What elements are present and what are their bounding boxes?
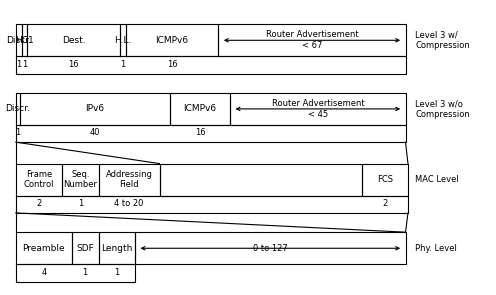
Text: 4: 4 xyxy=(41,268,47,277)
Text: HC1: HC1 xyxy=(15,36,34,45)
Text: FCS: FCS xyxy=(377,175,393,184)
Text: MAC Level: MAC Level xyxy=(415,175,459,184)
Text: 16: 16 xyxy=(195,128,205,137)
Text: Length: Length xyxy=(101,244,132,253)
Text: Router Advertisement: Router Advertisement xyxy=(271,99,364,108)
Text: Seq.
Number: Seq. Number xyxy=(63,170,97,189)
Text: 1: 1 xyxy=(15,128,20,137)
Text: 1: 1 xyxy=(78,199,83,208)
Text: 2: 2 xyxy=(36,199,42,208)
Text: Preamble: Preamble xyxy=(22,244,65,253)
Text: 4 to 20: 4 to 20 xyxy=(115,199,144,208)
Text: SDF: SDF xyxy=(76,244,94,253)
Text: Phy. Level: Phy. Level xyxy=(415,244,457,253)
Text: 1: 1 xyxy=(16,60,21,69)
Text: H.L.: H.L. xyxy=(114,36,131,45)
Text: 2: 2 xyxy=(382,199,387,208)
Text: 0 to 127: 0 to 127 xyxy=(253,244,288,253)
Text: 1: 1 xyxy=(83,268,88,277)
Text: Dest.: Dest. xyxy=(62,36,85,45)
Text: Discr.: Discr. xyxy=(6,36,31,45)
Text: 16: 16 xyxy=(68,60,79,69)
Text: IPv6: IPv6 xyxy=(85,104,104,113)
Text: 16: 16 xyxy=(167,60,178,69)
Text: Discr.: Discr. xyxy=(5,104,30,113)
Text: < 45: < 45 xyxy=(308,110,328,119)
Text: Level 3 w/o
Compression: Level 3 w/o Compression xyxy=(415,99,470,119)
Text: Level 3 w/
Compression: Level 3 w/ Compression xyxy=(415,31,470,50)
Text: Router Advertisement: Router Advertisement xyxy=(266,30,358,40)
Text: Addressing
Field: Addressing Field xyxy=(106,170,152,189)
Text: ICMPv6: ICMPv6 xyxy=(184,104,217,113)
Text: ICMPv6: ICMPv6 xyxy=(156,36,188,45)
Text: Frame
Control: Frame Control xyxy=(24,170,54,189)
Text: 40: 40 xyxy=(89,128,100,137)
Text: < 67: < 67 xyxy=(302,41,322,50)
Text: 1: 1 xyxy=(114,268,120,277)
Text: 1: 1 xyxy=(121,60,125,69)
Text: 1: 1 xyxy=(22,60,27,69)
